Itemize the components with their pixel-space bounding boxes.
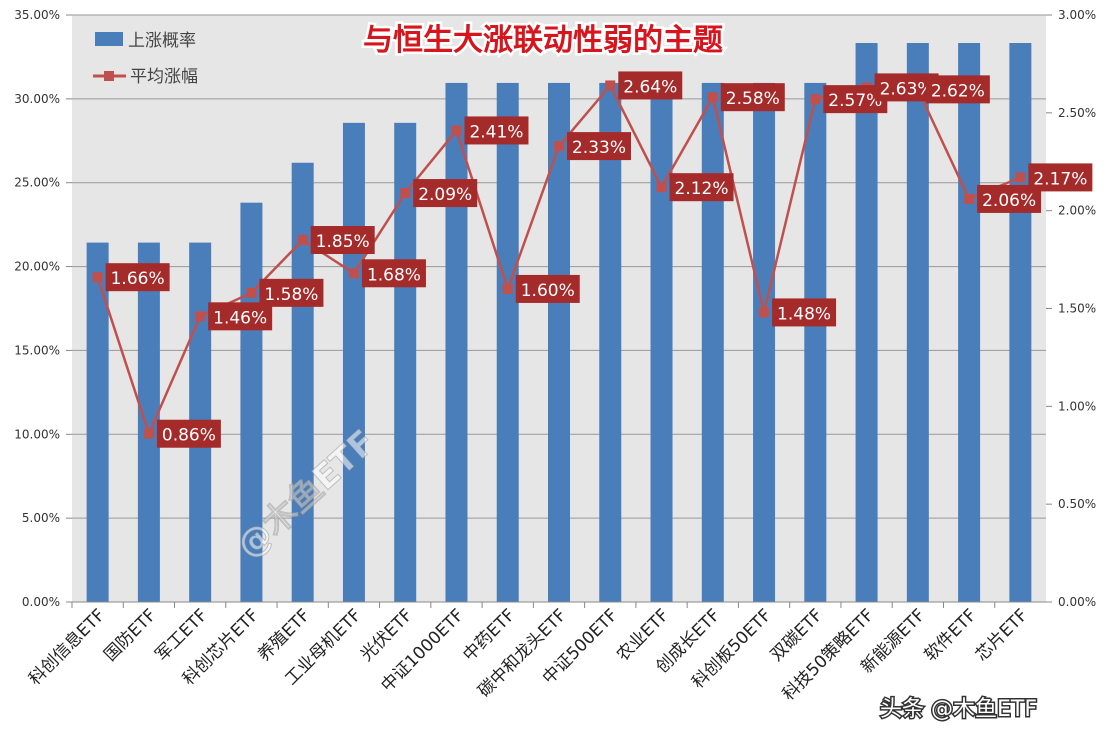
data-label: 1.48%: [777, 304, 831, 324]
bar: [958, 43, 981, 602]
line-marker: [964, 193, 975, 204]
line-marker: [810, 94, 821, 105]
data-label-box: [720, 83, 785, 112]
legend-bar-label: 上涨概率: [128, 31, 196, 51]
bar: [650, 82, 673, 602]
right-tick-label: 3.00%: [1058, 8, 1096, 22]
legend: 上涨概率 平均涨幅: [93, 31, 198, 87]
data-label: 2.09%: [418, 185, 472, 205]
line-marker: [297, 235, 308, 246]
bar: [906, 43, 929, 602]
data-label-box: [669, 173, 734, 202]
data-label-box: [361, 259, 426, 288]
data-label-box: [618, 71, 683, 100]
data-label: 2.17%: [1033, 169, 1087, 189]
data-label-box: [464, 116, 529, 145]
data-label-box: [105, 263, 170, 292]
line-marker: [554, 141, 564, 152]
x-tick-label: 科技50策略ETF: [779, 605, 878, 704]
data-label: 2.57%: [828, 91, 882, 111]
bar: [855, 43, 878, 602]
data-label: 2.62%: [931, 81, 985, 101]
data-label: 2.63%: [880, 79, 934, 99]
data-label: 1.46%: [213, 308, 267, 328]
bar: [496, 82, 519, 602]
data-label-box: [772, 298, 837, 327]
line-marker: [451, 125, 462, 136]
bar: [394, 122, 417, 603]
bar: [342, 122, 365, 603]
bar: [445, 82, 468, 602]
x-tick-label: 国防ETF: [100, 605, 160, 665]
bar: [753, 82, 776, 602]
x-tick-label: 软件ETF: [921, 605, 981, 665]
line-marker: [348, 268, 359, 279]
data-label: 0.86%: [162, 426, 216, 446]
x-tick-label: 科创信息ETF: [25, 605, 109, 689]
line-marker: [656, 182, 667, 193]
data-label-box: [259, 278, 324, 307]
data-label: 1.66%: [111, 269, 165, 289]
data-label-box: [1028, 163, 1093, 192]
bar: [701, 82, 724, 602]
right-tick-label: 1.00%: [1058, 399, 1096, 413]
left-tick-label: 0.00%: [22, 595, 60, 609]
data-label: 2.58%: [726, 89, 780, 109]
left-tick-label: 15.00%: [14, 343, 60, 357]
data-label: 2.41%: [469, 122, 523, 142]
data-label: 2.12%: [675, 179, 729, 199]
left-tick-label: 5.00%: [22, 511, 60, 525]
data-label: 1.85%: [316, 232, 370, 252]
line-marker: [246, 287, 257, 298]
line-marker: [92, 272, 103, 283]
line-marker: [502, 283, 513, 294]
legend-line-marker: [104, 71, 114, 81]
bar: [137, 242, 160, 602]
data-label: 1.68%: [367, 265, 421, 285]
data-label-box: [413, 179, 478, 208]
data-label: 1.60%: [521, 281, 575, 301]
bar: [1009, 43, 1032, 602]
right-tick-label: 0.00%: [1058, 595, 1096, 609]
x-tick-label: 碳中和龙头ETF: [474, 605, 570, 701]
line-marker: [759, 307, 770, 318]
right-tick-label: 2.50%: [1058, 106, 1096, 120]
chart-title: 与恒生大涨联动性弱的主题: [363, 23, 723, 58]
left-tick-label: 35.00%: [14, 8, 60, 22]
data-label-box: [515, 274, 580, 303]
line-marker: [605, 80, 616, 91]
data-label: 2.06%: [982, 191, 1036, 211]
right-tick-label: 2.00%: [1058, 204, 1096, 218]
left-tick-label: 10.00%: [14, 427, 60, 441]
data-label-box: [208, 302, 273, 331]
bar: [804, 82, 827, 602]
data-label: 1.58%: [264, 285, 318, 305]
line-marker: [195, 311, 206, 322]
left-tick-label: 30.00%: [14, 92, 60, 106]
data-label-box: [156, 419, 221, 448]
line-marker: [707, 92, 718, 103]
legend-line-label: 平均涨幅: [130, 67, 198, 87]
data-label-box: [567, 132, 631, 161]
right-tick-label: 1.50%: [1058, 302, 1096, 316]
bar: [599, 82, 622, 602]
data-label: 2.33%: [572, 138, 626, 158]
data-label-box: [310, 226, 375, 255]
right-tick-label: 0.50%: [1058, 497, 1096, 511]
line-marker: [400, 188, 411, 199]
data-label-box: [925, 75, 990, 104]
left-tick-label: 20.00%: [14, 260, 60, 274]
data-label: 2.64%: [623, 77, 677, 97]
footer-watermark: 头条 @木鱼ETF: [880, 697, 1037, 722]
bar: [548, 82, 570, 602]
left-tick-label: 25.00%: [14, 176, 60, 190]
legend-bar-swatch: [95, 32, 123, 46]
bar: [86, 242, 109, 602]
x-tick-label: 芯片ETF: [972, 605, 1032, 665]
bar: [291, 162, 314, 602]
line-marker: [143, 428, 154, 439]
line-marker: [1015, 172, 1026, 183]
